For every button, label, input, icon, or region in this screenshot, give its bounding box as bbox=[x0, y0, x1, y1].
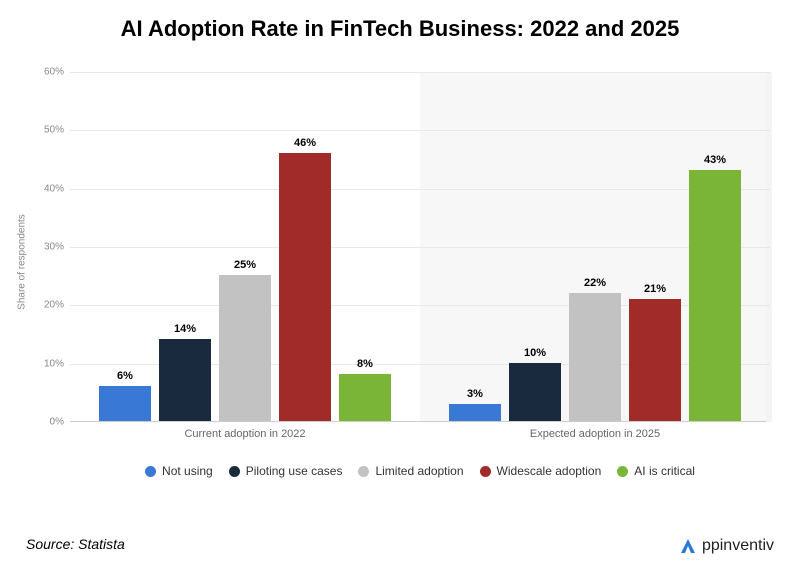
legend-label: AI is critical bbox=[634, 464, 695, 478]
source-text: Source: Statista bbox=[26, 536, 125, 552]
bar-value-label: 43% bbox=[689, 154, 741, 166]
bar: 14% bbox=[159, 339, 211, 421]
bar: 25% bbox=[219, 275, 271, 421]
bar-value-label: 21% bbox=[629, 283, 681, 295]
legend-marker bbox=[145, 466, 156, 477]
bar: 21% bbox=[629, 299, 681, 422]
bar: 43% bbox=[689, 170, 741, 421]
gridline bbox=[70, 247, 770, 248]
plot-area: 6%14%25%46%8%3%10%22%21%43% bbox=[70, 72, 770, 422]
bar-value-label: 14% bbox=[159, 323, 211, 335]
x-tick-label: Current adoption in 2022 bbox=[184, 428, 305, 440]
y-tick-label: 0% bbox=[24, 417, 64, 428]
y-tick-label: 10% bbox=[24, 358, 64, 369]
legend-label: Limited adoption bbox=[375, 464, 463, 478]
bar: 22% bbox=[569, 293, 621, 421]
legend-label: Piloting use cases bbox=[246, 464, 343, 478]
y-axis-label: Share of respondents bbox=[17, 214, 28, 310]
gridline bbox=[70, 130, 770, 131]
bar: 3% bbox=[449, 404, 501, 422]
gridline bbox=[70, 189, 770, 190]
bar: 46% bbox=[279, 153, 331, 421]
legend-item: Widescale adoption bbox=[480, 464, 602, 478]
brand: ppinventiv bbox=[678, 536, 774, 556]
legend-item: Not using bbox=[145, 464, 213, 478]
y-tick-label: 50% bbox=[24, 125, 64, 136]
bar-value-label: 22% bbox=[569, 277, 621, 289]
legend-marker bbox=[358, 466, 369, 477]
bar-value-label: 3% bbox=[449, 388, 501, 400]
legend-marker bbox=[617, 466, 628, 477]
legend-item: AI is critical bbox=[617, 464, 695, 478]
brand-text: ppinventiv bbox=[702, 537, 774, 555]
chart-title: AI Adoption Rate in FinTech Business: 20… bbox=[0, 0, 800, 42]
legend-marker bbox=[229, 466, 240, 477]
gridline bbox=[70, 72, 770, 73]
bar-value-label: 10% bbox=[509, 347, 561, 359]
y-tick-label: 40% bbox=[24, 183, 64, 194]
brand-logo-icon bbox=[678, 536, 698, 556]
y-tick-label: 30% bbox=[24, 242, 64, 253]
legend-label: Not using bbox=[162, 464, 213, 478]
bar-value-label: 6% bbox=[99, 370, 151, 382]
bar-value-label: 8% bbox=[339, 358, 391, 370]
legend-marker bbox=[480, 466, 491, 477]
y-tick-label: 60% bbox=[24, 67, 64, 78]
y-tick-label: 20% bbox=[24, 300, 64, 311]
bar: 8% bbox=[339, 374, 391, 421]
bar: 10% bbox=[509, 363, 561, 421]
bar: 6% bbox=[99, 386, 151, 421]
bar-value-label: 46% bbox=[279, 137, 331, 149]
legend: Not using Piloting use cases Limited adopt… bbox=[70, 464, 770, 480]
legend-item: Piloting use cases bbox=[229, 464, 343, 478]
legend-label: Widescale adoption bbox=[497, 464, 602, 478]
legend-item: Limited adoption bbox=[358, 464, 463, 478]
bar-value-label: 25% bbox=[219, 259, 271, 271]
chart-area: Share of respondents 6%14%25%46%8%3%10%2… bbox=[70, 72, 770, 452]
x-tick-label: Expected adoption in 2025 bbox=[530, 428, 660, 440]
